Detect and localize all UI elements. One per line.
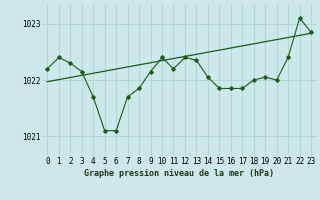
X-axis label: Graphe pression niveau de la mer (hPa): Graphe pression niveau de la mer (hPa) [84,169,274,178]
